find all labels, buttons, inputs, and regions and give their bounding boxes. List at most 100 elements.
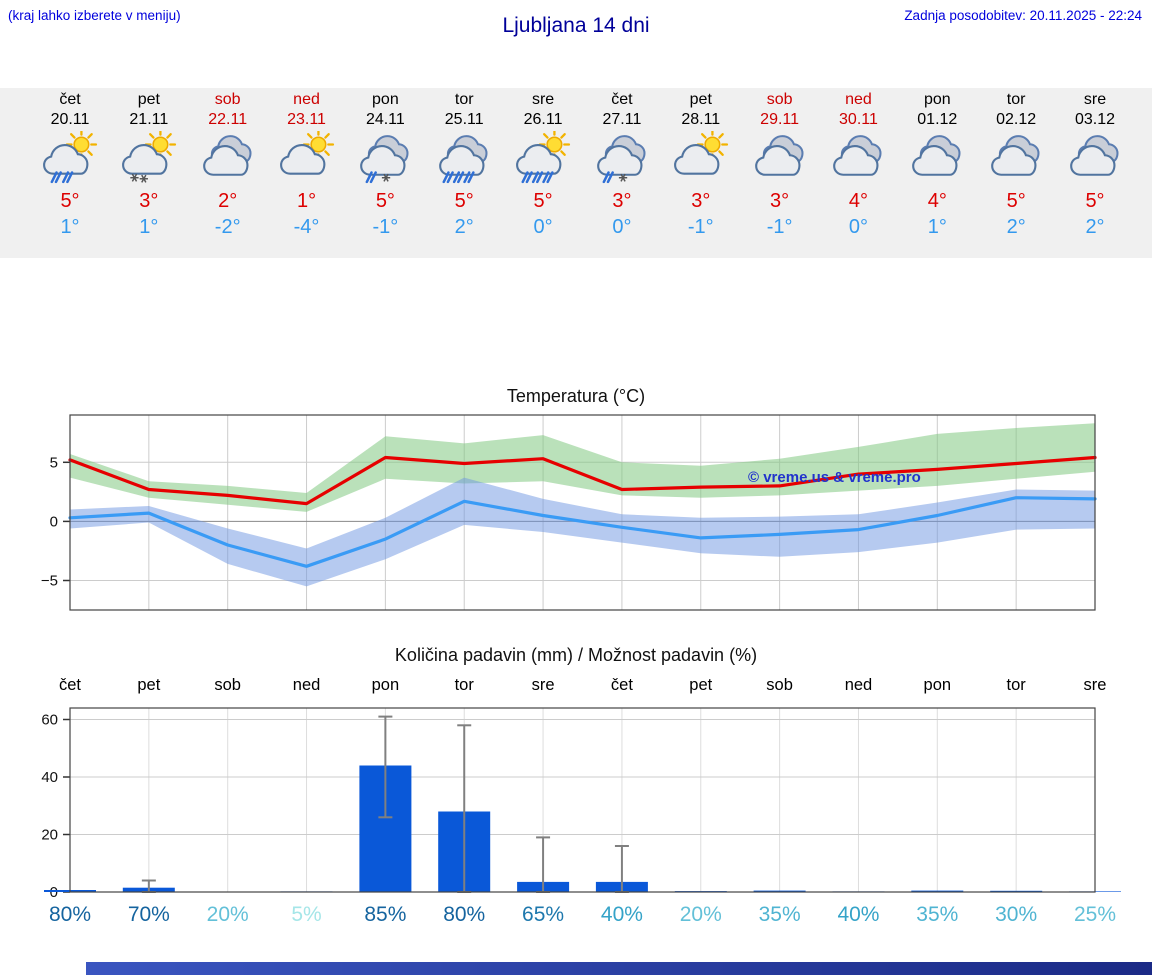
temp-high: 2° xyxy=(218,190,238,212)
weather-icon-cloudy xyxy=(739,131,821,187)
temp-low: 2° xyxy=(1006,216,1026,238)
precip-probability-label: 85% xyxy=(364,903,407,926)
temp-low: -2° xyxy=(214,216,241,238)
temp-high: 3° xyxy=(770,190,790,212)
precip-probability-label: 70% xyxy=(127,903,170,926)
temp-high: 4° xyxy=(927,190,947,212)
line-max-temperature xyxy=(68,455,1097,506)
day-name: čet xyxy=(611,91,633,108)
weather-icon-partly-cloudy-rain-showers xyxy=(29,128,111,187)
temp-high: 3° xyxy=(612,190,632,212)
band-max-range xyxy=(70,423,1095,512)
location-hint: (kraj lahko izberete v meniju) xyxy=(8,8,181,23)
temperature-chart: −5 0 5 © vreme.us & vreme.pro xyxy=(41,414,1097,611)
temp-low: 1° xyxy=(139,216,159,238)
precip-day-label: čet xyxy=(610,676,633,694)
temp-low: -1° xyxy=(687,216,714,238)
temp-high: 5° xyxy=(1085,190,1105,212)
precip-probability-label: 20% xyxy=(206,903,249,926)
day-name: pon xyxy=(372,91,399,108)
precip-bar xyxy=(911,890,964,892)
day-date: 22.11 xyxy=(208,111,248,128)
day-date: 26.11 xyxy=(523,111,563,128)
forecast-day-22.11: sob 22.11 2° -2° xyxy=(187,90,269,240)
precip-day-label: pon xyxy=(923,676,952,694)
precip-bar xyxy=(753,890,806,892)
temp-high: 5° xyxy=(533,190,553,212)
temp-high: 3° xyxy=(139,190,159,212)
precip-probability-label: 20% xyxy=(679,903,722,926)
weather-icon-partly-sunny xyxy=(266,128,348,187)
temp-low: 0° xyxy=(612,216,632,238)
svg-text:60: 60 xyxy=(41,712,58,729)
weather-icon-cloudy xyxy=(1054,131,1136,187)
day-name: sre xyxy=(1083,91,1107,108)
temp-low: 0° xyxy=(533,216,553,238)
precip-probability-label: 5% xyxy=(291,903,322,926)
temp-high: 4° xyxy=(848,190,869,212)
forecast-day-30.11: ned 30.11 4° 0° xyxy=(817,90,899,240)
temp-low: -1° xyxy=(766,216,793,238)
precip-day-label: sob xyxy=(214,676,241,694)
day-name: sre xyxy=(531,91,555,108)
precip-probability-label: 40% xyxy=(837,903,880,926)
temp-low: 1° xyxy=(927,216,947,238)
temp-low: -1° xyxy=(372,216,399,238)
precip-day-label: tor xyxy=(1006,676,1026,694)
day-name: ned xyxy=(845,91,872,108)
day-date: 02.12 xyxy=(996,111,1037,128)
svg-text:20: 20 xyxy=(41,827,58,844)
precip-chart-title: Količina padavin (mm) / Možnost padavin … xyxy=(394,645,758,665)
page-title: Ljubljana 14 dni xyxy=(502,14,650,37)
precip-probability-label: 30% xyxy=(995,903,1038,926)
day-date: 21.11 xyxy=(129,111,169,128)
precip-day-label: sre xyxy=(1083,676,1107,694)
temp-high: 5° xyxy=(1006,190,1026,212)
day-name: tor xyxy=(1006,91,1026,108)
temp-high: 3° xyxy=(691,190,711,212)
temp-low: -4° xyxy=(293,216,320,238)
forecast-day-02.12: tor 02.12 5° 2° xyxy=(975,90,1057,240)
weather-icon-cloudy xyxy=(187,131,269,187)
temp-high: 5° xyxy=(60,190,80,212)
day-date: 28.11 xyxy=(681,111,721,128)
temp-low: 2° xyxy=(1085,216,1105,238)
day-date: 27.11 xyxy=(602,111,642,128)
forecast-strip: čet 20.11 5° 1° pet 21.11 3° 1° sob 22.11 2° -2° ned… xyxy=(0,88,1152,258)
precip-probability-label: 35% xyxy=(758,903,801,926)
precip-day-label: sob xyxy=(766,676,793,694)
forecast-day-25.11: tor 25.11 5° 2° xyxy=(423,90,505,240)
weather-icon-partly-sunny xyxy=(660,128,742,187)
forecast-day-24.11: pon 24.11 5° -1° xyxy=(344,90,426,240)
temp-low: 1° xyxy=(60,216,80,238)
day-name: tor xyxy=(454,91,474,108)
temp-low: 0° xyxy=(848,216,869,238)
forecast-day-03.12: sre 03.12 5° 2° xyxy=(1054,90,1136,240)
precip-probability-labels: 80% 70% 20% 5% 85% 80% 65% 40% 20% 35% 40% 35% 30% 25… xyxy=(0,903,1152,929)
precip-probability-label: 65% xyxy=(522,903,565,926)
day-date: 20.11 xyxy=(50,111,90,128)
weather-icon-cloudy xyxy=(817,131,899,187)
day-name: ned xyxy=(293,91,320,108)
precip-day-label: pet xyxy=(689,676,713,694)
temperature-chart-title: Temperatura (°C) xyxy=(506,386,646,406)
precip-probability-label: 40% xyxy=(600,903,643,926)
precip-day-label: sre xyxy=(531,676,555,694)
temp-high: 1° xyxy=(296,190,317,212)
forecast-day-28.11: pet 28.11 3° -1° xyxy=(660,90,742,240)
precip-day-label: ned xyxy=(844,676,873,694)
weather-icon-partly-cloudy-heavy-rain xyxy=(502,128,584,187)
day-name: sob xyxy=(214,91,241,108)
forecast-day-21.11: pet 21.11 3° 1° xyxy=(108,90,190,240)
forecast-day-23.11: ned 23.11 1° -4° xyxy=(266,90,348,240)
footer-bar xyxy=(86,962,1152,975)
precip-day-label: pet xyxy=(137,676,161,694)
day-name: sob xyxy=(766,91,793,108)
temp-high: 5° xyxy=(375,190,395,212)
precip-probability-label: 80% xyxy=(48,903,92,926)
svg-text:0: 0 xyxy=(50,513,58,530)
precip-day-label: ned xyxy=(292,676,321,694)
watermark-link[interactable]: © vreme.us & vreme.pro xyxy=(748,469,921,486)
day-date: 24.11 xyxy=(365,111,405,128)
